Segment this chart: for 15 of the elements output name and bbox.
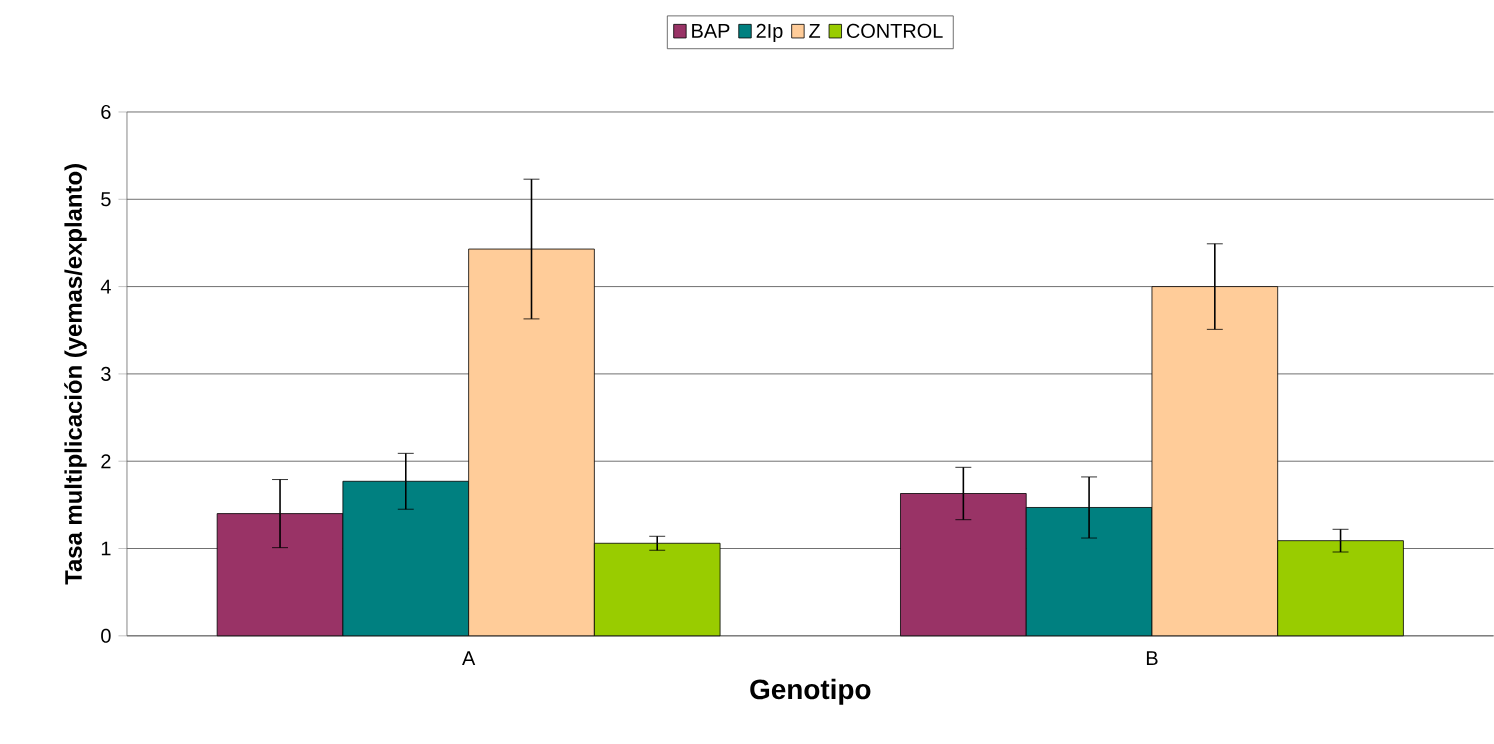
legend-label: 2Ip bbox=[756, 23, 783, 42]
y-tick-label: 0 bbox=[101, 628, 111, 643]
legend-label: CONTROL bbox=[846, 23, 943, 39]
x-axis-title: Genotipo bbox=[750, 678, 871, 705]
y-axis-title: Tasa multiplicación (yemas/explanto) bbox=[64, 164, 87, 585]
legend-label: BAP bbox=[692, 24, 730, 38]
y-tick-label: 5 bbox=[101, 192, 111, 207]
legend-label: Z bbox=[809, 24, 821, 38]
x-tick-label: B bbox=[1146, 651, 1158, 666]
y-tick-label: 3 bbox=[101, 366, 111, 382]
x-tick-label: A bbox=[462, 651, 476, 666]
y-tick-label: 4 bbox=[100, 279, 111, 294]
y-tick-label: 1 bbox=[101, 541, 111, 556]
y-tick-label: 6 bbox=[101, 105, 111, 120]
y-tick-label: 2 bbox=[101, 454, 111, 469]
